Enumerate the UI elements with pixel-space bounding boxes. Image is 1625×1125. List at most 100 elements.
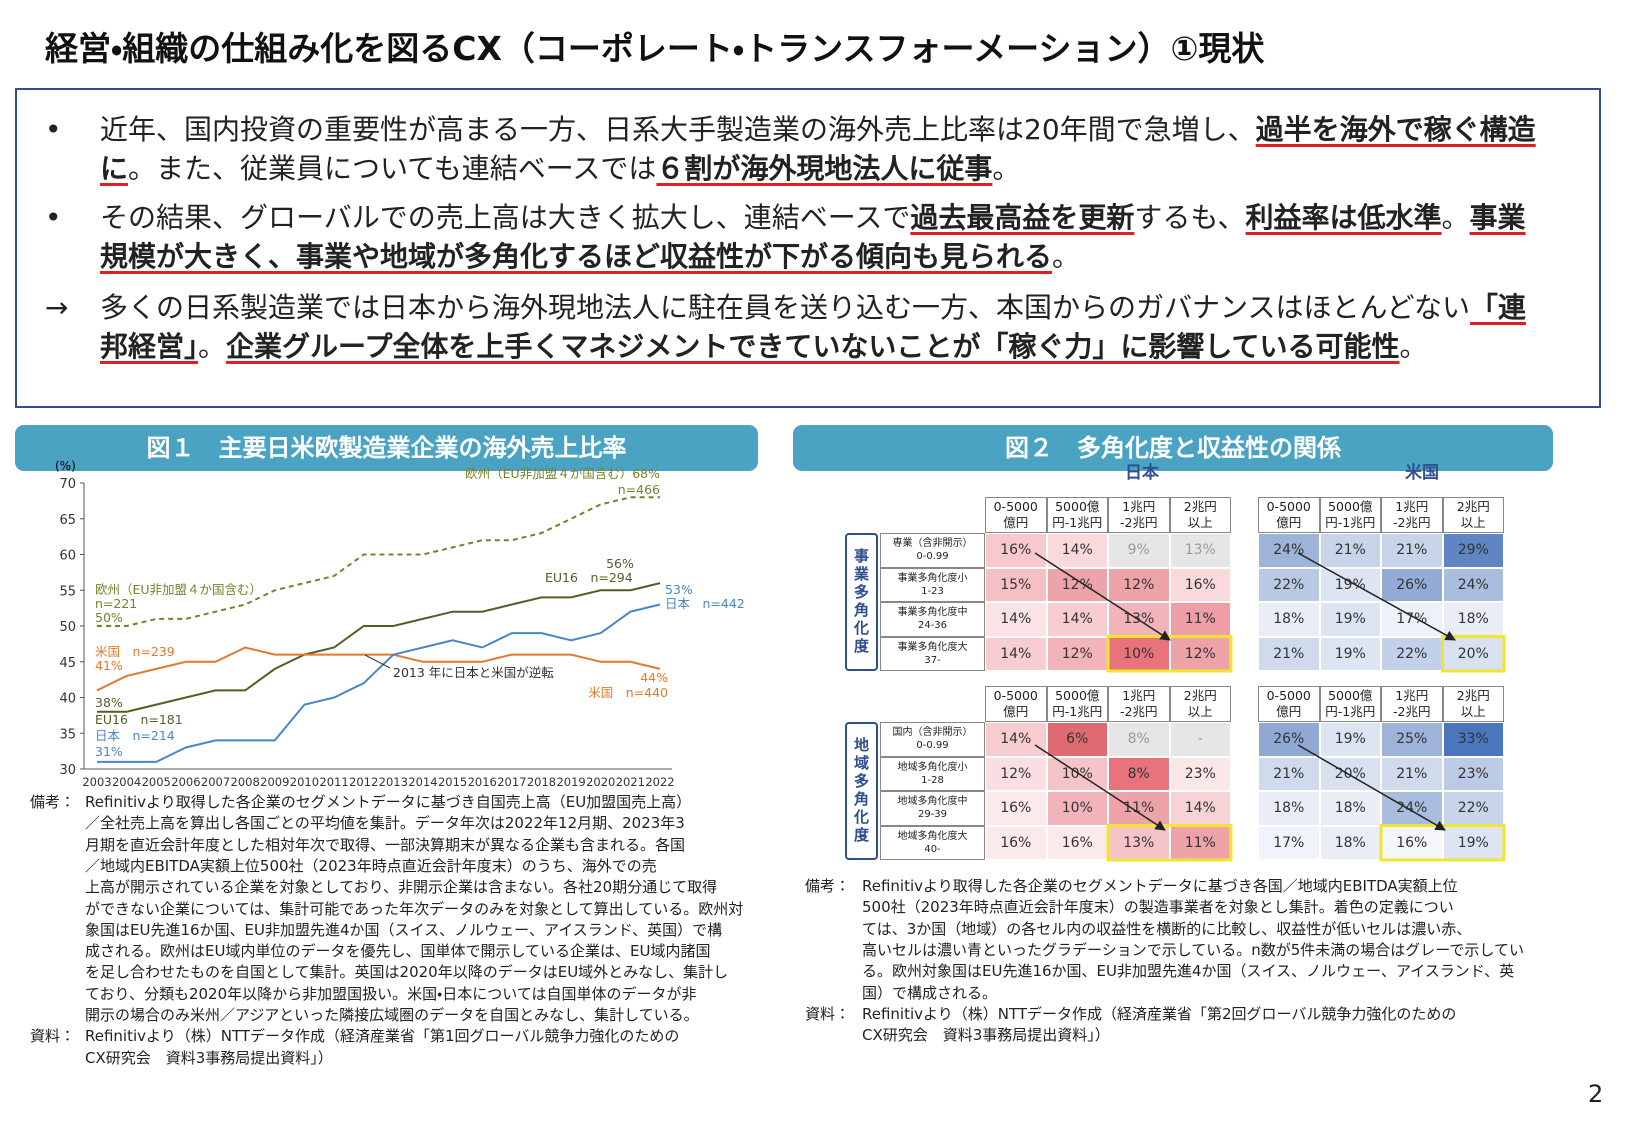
note-label: 資料：: [805, 1004, 851, 1023]
note-line: ており、分類も2020年以降から非加盟国扱い。米国・日本については自国単体のデー…: [85, 984, 697, 1003]
note-line: ／全社売上高を算出し各国ごとの平均値を集計。データ年次は2022年12月期、20…: [85, 814, 685, 833]
heat-cell: 18%: [1258, 602, 1320, 637]
column-header: 5000億 円-1兆円: [1046, 686, 1108, 722]
column-header: 5000億 円-1兆円: [1319, 497, 1381, 533]
text-run: するも、: [1134, 201, 1246, 234]
row-header: 地域多角化度小 1-28: [880, 756, 985, 791]
emphasis-text: 企業グループ全体を上手くマネジメントできていないことが「稼ぐ力」に影響している可…: [226, 330, 1400, 363]
heat-cell: 12%: [1046, 636, 1108, 671]
column-header: 2兆円 以上: [1442, 686, 1504, 722]
row-header-line: 事業多角化度中: [897, 607, 968, 619]
column-header: 1兆円 -2兆円: [1381, 686, 1443, 722]
row-header-line: 事業多角化度小: [897, 572, 968, 584]
row-header-line: 37-: [924, 654, 941, 666]
y-tick-label: 45: [59, 656, 76, 671]
y-tick-label: 40: [59, 692, 76, 707]
x-tick-label: 2011: [319, 775, 348, 789]
column-header: 0-5000 億円: [985, 686, 1047, 722]
row-header-line: 地域多角化度中: [897, 796, 968, 808]
heat-cell: 25%: [1381, 722, 1443, 757]
heat-cell: 24%: [1381, 791, 1443, 826]
heat-cell: 12%: [985, 756, 1047, 791]
text-run: 近年、国内投資の重要性が高まる一方、日系大手製造業の海外売上比率は20年間で急増…: [100, 113, 1256, 146]
heat-cell: 14%: [1046, 602, 1108, 637]
column-header-line: 1兆円: [1395, 688, 1429, 703]
column-header-line: 0-5000: [1266, 499, 1311, 514]
column-header-line: 1兆円: [1122, 499, 1156, 514]
row-header: 事業多角化度大 37-: [880, 636, 985, 671]
row-header-line: 地域多角化度大: [897, 830, 968, 842]
x-tick-label: 2004: [112, 775, 141, 789]
annotation: 欧州（EU非加盟４か国含む）: [95, 582, 262, 597]
heat-cell: 20%: [1319, 756, 1381, 791]
row-header-line: 専業（含非開示）: [892, 538, 973, 550]
heat-cell: -: [1169, 722, 1231, 757]
column-header: 1兆円 -2兆円: [1108, 686, 1170, 722]
note-line: 高いセルは濃い青といったグラデーションで示している。n数が5件未満の場合はグレー…: [862, 940, 1524, 959]
column-header-line: 億円: [1276, 515, 1302, 530]
heat-cell: 8%: [1108, 722, 1170, 757]
x-tick-label: 2014: [408, 775, 437, 789]
note-line: 上高が開示されている企業を対象としており、非開示企業は含まない。各社20期分通じ…: [85, 878, 718, 897]
note-line: 500社（2023年時点直近会計年度末）の製造事業者を対象とし集計。着色の定義に…: [862, 898, 1454, 917]
emphasis-text: 「連邦経営」: [100, 291, 1527, 363]
note-line: ができない企業については、集計可能であった年次データのみを対象として算出している…: [85, 899, 744, 918]
series-line: [97, 496, 660, 627]
heat-cell: 11%: [1169, 825, 1231, 860]
column-header-line: -2兆円: [1393, 515, 1431, 530]
annotation-pointer: [364, 654, 391, 669]
note-label: 備考：: [30, 793, 76, 811]
heat-cell: 16%: [1169, 567, 1231, 602]
highlight-box: [1106, 824, 1233, 862]
column-header: 1兆円 -2兆円: [1108, 497, 1170, 533]
bullet-marker: •: [45, 201, 62, 234]
column-header: 2兆円 以上: [1442, 497, 1504, 533]
note-line: Refinitivより取得した各企業のセグメントデータに基づき自国売上高（EU加…: [85, 793, 692, 811]
annotation: 38%: [95, 695, 123, 710]
heat-cell: 24%: [1258, 533, 1320, 568]
heat-cell: 14%: [985, 722, 1047, 757]
heat-cell: 13%: [1108, 825, 1170, 860]
text-run: その結果、グローバルでの売上高は大きく拡大し、連結ベースで: [100, 201, 911, 234]
column-header: 0-5000 億円: [1258, 686, 1320, 722]
heat-cell: 21%: [1258, 756, 1320, 791]
x-tick-label: 2016: [468, 775, 497, 789]
slide-title: 経営・組織の仕組み化を図るCX（コーポレート・トランスフォーメーション）①現状: [45, 29, 1265, 68]
row-header: 地域多角化度大 40-: [880, 825, 985, 860]
row-header: 事業多角化度小 1-23: [880, 567, 985, 602]
heat-cell: 14%: [1169, 791, 1231, 826]
heat-cell: 12%: [1108, 567, 1170, 602]
annotation: 欧州（EU非加盟４か国含む）68%: [465, 466, 660, 481]
note-line: ／地域内EBITDA実額上位500社（2023年時点直近会計年度末）のうち、海外…: [85, 856, 657, 875]
heat-cell: 13%: [1169, 533, 1231, 568]
annotation: 44%: [640, 670, 668, 685]
annotation: 米国 n=239: [95, 644, 175, 659]
heat-cell: 21%: [1381, 756, 1443, 791]
heat-cell: 21%: [1319, 533, 1381, 568]
series-line: [97, 603, 661, 763]
bullet-text: 近年、国内投資の重要性が高まる一方、日系大手製造業の海外売上比率は20年間で急増…: [100, 110, 1540, 188]
emphasis-text: 過半を海外で稼ぐ構造に: [100, 113, 1536, 185]
row-header-line: 29-39: [917, 809, 948, 821]
trend-arrow: [1034, 744, 1166, 831]
y-tick-label: 70: [59, 477, 76, 492]
heat-cell: 29%: [1442, 533, 1504, 568]
text-run: 。: [992, 152, 1021, 185]
x-tick-label: 2020: [586, 775, 615, 789]
heat-cell: 19%: [1319, 722, 1381, 757]
annotation: 日本 n=442: [665, 596, 745, 611]
heat-cell: 18%: [1319, 825, 1381, 860]
column-header: 5000億 円-1兆円: [1319, 686, 1381, 722]
note-line: Refinitivより取得した各企業のセグメントデータに基づき各国／地域内EBI…: [862, 877, 1458, 895]
annotation: 日本 n=214: [95, 728, 175, 743]
note-line: る。欧州対象国はEU先進16か国、EU非加盟先進4か国（スイス、ノルウェー、アイ…: [862, 962, 1515, 981]
bullet-marker: •: [45, 113, 62, 146]
heat-cell: 20%: [1442, 636, 1504, 671]
annotation: EU16 n=181: [95, 712, 183, 727]
heat-cell: 11%: [1169, 602, 1231, 637]
row-header-line: 1-28: [921, 774, 944, 786]
column-header-line: 億円: [1003, 704, 1029, 719]
highlight-box: [1106, 635, 1233, 673]
x-tick-label: 2019: [556, 775, 585, 789]
